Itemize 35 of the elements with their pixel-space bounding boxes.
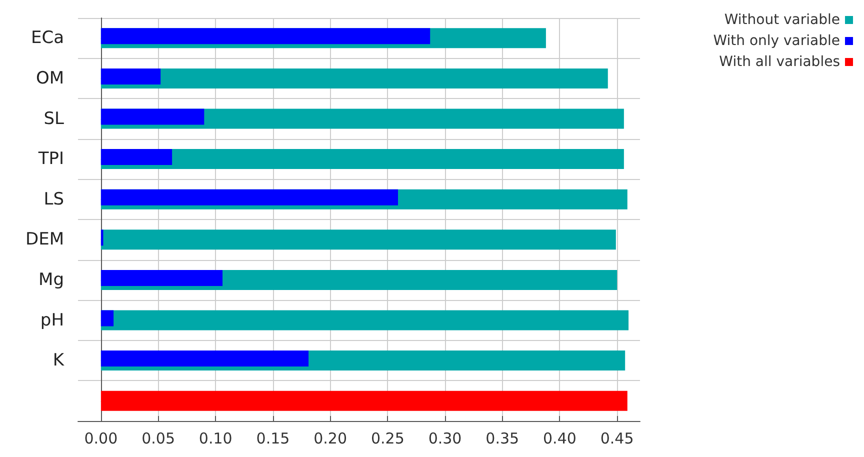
bar	[100, 108, 204, 125]
bar	[100, 350, 309, 367]
legend-label: With only variable	[713, 33, 840, 49]
x-tick-label: 0.00	[84, 430, 118, 448]
y-tick-label: Mg	[38, 270, 64, 290]
bar	[100, 310, 629, 330]
x-tick-label: 0.40	[543, 430, 576, 448]
bar	[100, 310, 114, 326]
x-tick-label: 0.30	[428, 430, 462, 448]
bar	[100, 149, 624, 170]
x-tick-label: 0.15	[256, 430, 290, 448]
legend-label: With all variables	[719, 54, 840, 70]
bar	[100, 270, 223, 286]
bar	[100, 189, 398, 206]
x-tick-label: 0.05	[142, 430, 175, 448]
y-tick-label: SL	[44, 108, 65, 129]
bar	[100, 68, 161, 84]
x-tick-label: 0.20	[314, 430, 348, 448]
bar	[100, 68, 608, 88]
bar	[100, 149, 172, 166]
bar	[100, 28, 430, 44]
x-tick-label: 0.25	[370, 430, 404, 448]
x-tick-label: 0.10	[198, 430, 232, 448]
bar	[100, 390, 628, 411]
y-tick-label: pH	[40, 310, 64, 330]
y-tick-label: LS	[44, 189, 64, 210]
x-tick-label: 0.35	[486, 430, 520, 448]
bar	[100, 230, 616, 250]
y-tick-label: OM	[36, 68, 64, 88]
legend-label: Without variable	[724, 12, 840, 28]
y-tick-label: DEM	[26, 230, 64, 250]
y-tick-label: ECa	[30, 28, 64, 48]
y-tick-label: K	[52, 350, 65, 371]
x-tick-label: 0.45	[600, 430, 634, 448]
y-tick-label: TPI	[37, 149, 64, 170]
